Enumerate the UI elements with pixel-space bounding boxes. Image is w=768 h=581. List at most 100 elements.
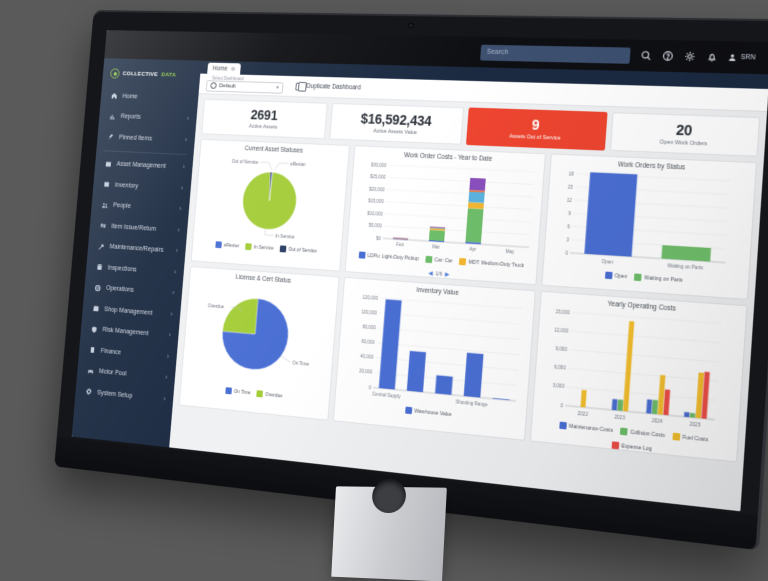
chevron-right-icon[interactable]: ›	[173, 269, 177, 277]
prev-icon[interactable]: ◀	[427, 270, 433, 278]
kpi-card[interactable]: $16,592,434 Active Assets Value	[329, 103, 464, 145]
card-current-asset-statuses[interactable]: Current Asset Statuses Out of Service eRe…	[190, 138, 350, 272]
chevron-right-icon[interactable]: ›	[170, 311, 173, 319]
svg-text:9,000: 9,000	[555, 346, 568, 352]
legend-label: Fuel Costs	[682, 434, 709, 443]
card-license-cert-status[interactable]: License & Cert Status Overdue On Time On …	[178, 265, 340, 421]
bar-chart-inventory-value[interactable]: 0 20,000 40,000 60,000 80,000 100,000 120,000 C…	[340, 291, 529, 416]
shop-icon	[92, 304, 100, 313]
legend-item[interactable]: In Service	[245, 243, 274, 251]
pie-chart-asset-statuses[interactable]: Out of Service eRenter In Service	[198, 152, 344, 247]
svg-text:2022: 2022	[577, 411, 588, 417]
svg-text:6: 6	[567, 224, 571, 229]
chevron-right-icon[interactable]: ›	[165, 374, 168, 382]
motorpool-icon	[86, 366, 94, 375]
operations-icon	[93, 283, 101, 292]
legend-item[interactable]: Car: Car	[425, 255, 453, 265]
legend-item[interactable]: LDPu: Light-Duty Pickup	[358, 251, 419, 262]
legend-pager[interactable]: ◀ 1/6 ▶	[428, 270, 450, 278]
clipboard-icon	[95, 263, 103, 272]
chevron-down-icon[interactable]: ▾	[276, 84, 279, 91]
legend-label: Maintenance Costs	[568, 423, 614, 434]
sidebar-item-pinned-items[interactable]: Pinned Items ›	[97, 126, 196, 151]
legend-swatch	[215, 241, 222, 249]
chevron-right-icon[interactable]: ›	[180, 185, 184, 192]
gear-icon[interactable]	[683, 50, 696, 63]
tab-home[interactable]: Home ⊗	[207, 62, 242, 75]
legend-label: Collision Costs	[629, 429, 666, 439]
svg-text:20,000: 20,000	[359, 369, 373, 375]
card-yearly-operating-costs[interactable]: Yearly Operating Costs 0 3,000 6,000 9,000 1…	[529, 290, 748, 463]
legend-item[interactable]: MDT: Medium-Duty Truck	[459, 257, 524, 269]
card-inventory-value[interactable]: Inventory Value 0 20,000 40,000 60,000 80,00…	[332, 276, 536, 441]
chevron-right-icon[interactable]: ›	[182, 164, 186, 172]
dashboard-select-value: Default	[218, 82, 236, 90]
legend-item[interactable]: Fuel Costs	[672, 432, 709, 444]
close-icon[interactable]: ⊗	[230, 66, 236, 73]
legend-swatch	[256, 390, 264, 398]
kpi-card[interactable]: 20 Open Work Orders	[609, 112, 761, 157]
gear-icon	[84, 387, 92, 396]
svg-text:Out of Service: Out of Service	[232, 159, 259, 165]
bar-chart-wo-status[interactable]: 0 3 6 9 12 15 18 Open Waiting on Parts	[549, 168, 750, 279]
svg-text:Mar: Mar	[432, 244, 440, 250]
legend-item[interactable]: Open	[604, 271, 628, 281]
duplicate-dashboard-button[interactable]: Duplicate Dashboard	[295, 82, 361, 92]
pie-chart-license-cert[interactable]: Overdue On Time	[186, 280, 333, 395]
sidebar-item-label: Inventory	[114, 181, 139, 190]
legend-item[interactable]: Waiting on Parts	[634, 273, 683, 283]
chevron-right-icon[interactable]: ›	[184, 137, 188, 144]
legend-swatch	[404, 406, 412, 415]
avatar[interactable]: SRN	[728, 53, 756, 63]
svg-text:Apr: Apr	[469, 246, 477, 252]
kpi-card[interactable]: 2691 Active Assets	[201, 98, 328, 140]
svg-text:18: 18	[568, 171, 574, 177]
legend-item[interactable]: Maintenance Costs	[559, 421, 614, 434]
legend-item[interactable]: On Time	[225, 387, 251, 396]
search-placeholder: Search	[486, 48, 509, 57]
svg-text:Central Supply: Central Supply	[372, 391, 402, 399]
stacked-bar-chart-wo-costs[interactable]: $0 $5,000 $10,000 $15,000 $20,000 $25,000 $30,…	[352, 159, 539, 261]
svg-text:2023: 2023	[614, 414, 626, 420]
legend-item[interactable]: Warehouse Value	[404, 406, 452, 419]
chevron-right-icon[interactable]: ›	[172, 290, 175, 298]
help-icon[interactable]	[661, 50, 674, 63]
home-icon	[110, 92, 118, 100]
kpi-label: Active Assets Value	[372, 128, 418, 137]
chevron-right-icon[interactable]: ›	[177, 227, 180, 234]
bell-icon[interactable]	[705, 51, 719, 64]
legend-item[interactable]: eRenter	[215, 241, 240, 249]
kpi-value: 20	[675, 121, 693, 139]
svg-text:60,000: 60,000	[361, 339, 375, 345]
search-input[interactable]: Search	[480, 44, 631, 64]
search-icon[interactable]	[639, 49, 652, 61]
legend-item[interactable]: Collision Costs	[620, 427, 666, 440]
wrench-icon	[97, 242, 105, 251]
legend-item[interactable]: Out of Service	[279, 245, 318, 255]
dashboard-select-label: Select Dashboard	[210, 75, 246, 81]
sidebar-item-label: Inspections	[107, 264, 137, 274]
svg-text:$0: $0	[376, 235, 382, 240]
svg-text:$5,000: $5,000	[368, 223, 382, 229]
sidebar-item-label: Operations	[105, 285, 135, 294]
chevron-right-icon[interactable]: ›	[163, 396, 166, 403]
main-content: Home ⊗ Select Dashboard Default ▾	[169, 60, 768, 512]
svg-text:Waiting on Parts: Waiting on Parts	[667, 263, 704, 271]
legend-item[interactable]: Expense Log	[611, 441, 652, 452]
card-work-orders-by-status[interactable]: Work Orders by Status 0 3 6 9 12 15 18 Open Wait…	[541, 153, 758, 301]
next-icon[interactable]: ▶	[444, 271, 450, 279]
chevron-right-icon[interactable]: ›	[168, 332, 171, 340]
chevron-right-icon[interactable]: ›	[175, 248, 179, 255]
legend-item[interactable]: Overdue	[256, 390, 283, 399]
chevron-right-icon[interactable]: ›	[186, 116, 190, 123]
grouped-bar-chart-yearly-costs[interactable]: 0 3,000 6,000 9,000 12,000 15,000 2022 2023 2024…	[538, 305, 740, 436]
svg-text:$25,000: $25,000	[370, 174, 386, 180]
chevron-right-icon[interactable]: ›	[179, 206, 182, 213]
legend-label: Out of Service	[288, 246, 318, 255]
chevron-right-icon[interactable]: ›	[166, 353, 170, 361]
svg-text:$20,000: $20,000	[369, 186, 385, 192]
dashboard-select[interactable]: Select Dashboard Default ▾	[205, 75, 284, 94]
card-work-order-costs[interactable]: Work Order Costs - Year to Date $0 $5,000…	[344, 145, 546, 286]
legend: Warehouse Value	[340, 400, 521, 425]
kpi-card[interactable]: 9 Assets Out of Service	[465, 107, 608, 151]
